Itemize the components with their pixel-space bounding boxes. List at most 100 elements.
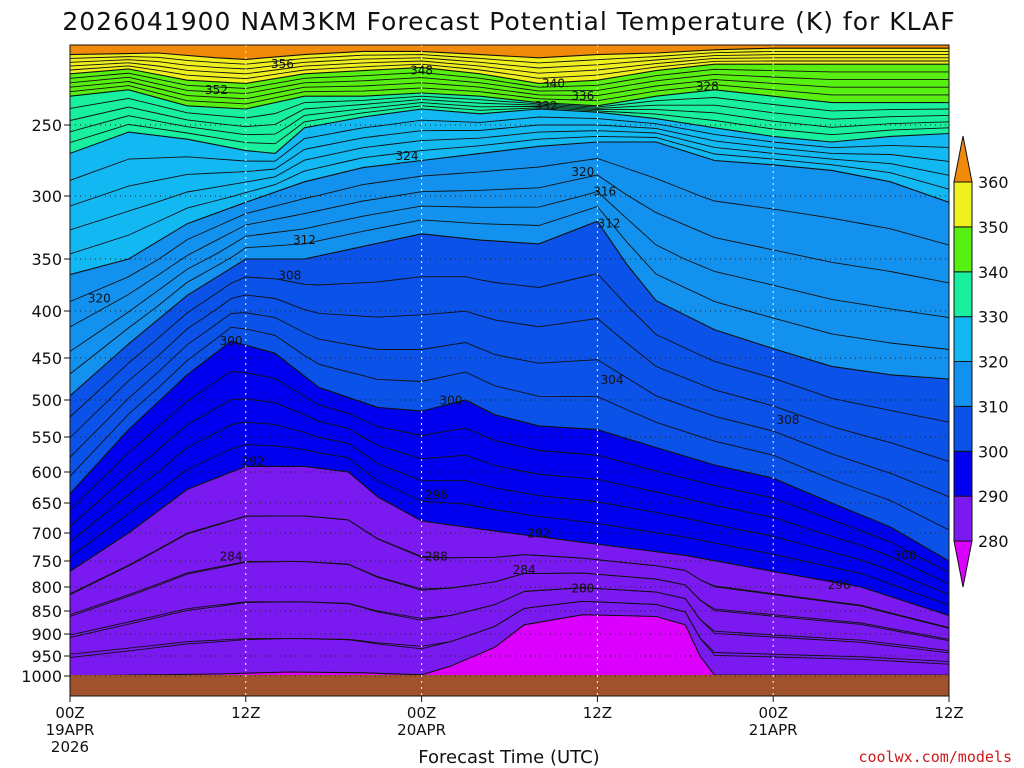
contour-280 [70, 614, 949, 677]
y-tick-label: 1000 [21, 667, 62, 686]
colorbar-segment [953, 181, 973, 228]
x-tick-label: 19APR [46, 721, 95, 739]
contour-label: 316 [593, 185, 616, 199]
contour-label: 280 [571, 581, 594, 595]
x-axis-label: Forecast Time (UTC) [418, 747, 599, 768]
colorbar-segment [953, 405, 973, 452]
y-tick-label: 850 [31, 602, 62, 621]
contour-label: 328 [696, 80, 719, 94]
contour-308 [70, 273, 949, 423]
x-tick-label: 12Z [934, 704, 963, 722]
colorbar-label: 280 [978, 532, 1009, 551]
contour-356 [70, 54, 949, 70]
contour-348 [70, 68, 949, 89]
contour-328 [70, 116, 949, 181]
contour-label: 320 [88, 292, 111, 306]
colorbar-label: 340 [978, 263, 1009, 282]
x-tick-label: 20APR [397, 721, 446, 739]
contour-label: 312 [598, 217, 621, 231]
contour-330 [70, 108, 949, 154]
contour-292 [70, 444, 949, 606]
contour-322 [70, 135, 949, 255]
contour-344 [70, 79, 949, 100]
contour-312 [70, 206, 949, 375]
contour-304 [70, 312, 949, 498]
ground-surface [70, 675, 949, 696]
x-tick-label: 12Z [583, 704, 612, 722]
contour-306 [70, 294, 949, 462]
pressure-axis: 250 300 350 400 450 500 550 600 650 700 750 800 850 9… [21, 116, 70, 686]
contour-332 [70, 105, 949, 145]
contour-300 [70, 340, 949, 562]
credit-text: coolwx.com/models [858, 748, 1012, 766]
contour-338 [70, 95, 949, 119]
x-tick-label: 00Z [55, 704, 84, 722]
contour-316 [70, 174, 949, 328]
colorbar-label: 330 [978, 308, 1009, 327]
contour-358 [70, 50, 949, 65]
contour-label: 348 [410, 64, 433, 78]
contour-label: 296 [425, 488, 448, 502]
contour-342 [70, 84, 949, 105]
colorbar-segment [953, 226, 973, 273]
y-tick-label: 750 [31, 552, 62, 571]
y-tick-label: 350 [31, 250, 62, 269]
contour-354 [70, 57, 949, 75]
contour-340 [70, 89, 949, 110]
contour-label: 300 [439, 394, 462, 408]
contour-label: 352 [205, 83, 228, 97]
colorbar-arrow-high [953, 135, 973, 183]
contour-low-1 [70, 515, 949, 629]
contour-lines [70, 47, 949, 677]
y-tick-label: 250 [31, 116, 62, 135]
contour-360 [70, 47, 949, 60]
contour-336 [70, 98, 949, 128]
contour-324 [70, 130, 949, 231]
contour-label: 336 [571, 89, 594, 103]
contour-label: 332 [535, 99, 558, 113]
colorbar-label: 310 [978, 397, 1009, 416]
contour-350 [70, 63, 949, 84]
contour-label: 324 [396, 149, 419, 163]
y-tick-label: 900 [31, 625, 62, 644]
grid-lines [70, 45, 949, 696]
y-tick-label: 650 [31, 494, 62, 513]
x-tick-label: 00Z [407, 704, 436, 722]
contour-label: 356 [271, 57, 294, 71]
contour-label: 284 [513, 563, 536, 577]
contour-label: 288 [425, 550, 448, 564]
colorbar-segment [953, 450, 973, 497]
contour-320 [70, 141, 949, 276]
contour-298 [70, 370, 949, 573]
contour-label: 300 [220, 334, 243, 348]
contour-296 [70, 398, 949, 585]
chart-title: 2026041900 NAM3KM Forecast Potential Tem… [62, 7, 955, 36]
contour-low-2 [70, 561, 949, 640]
color-bands [70, 48, 949, 696]
y-tick-label: 300 [31, 187, 62, 206]
colorbar-segment [953, 495, 973, 542]
x-tick-label: 00Z [759, 704, 788, 722]
colorbar-segment [953, 316, 973, 363]
colorbar: 280 290 300 310 320 330 340 350 360 [953, 135, 1009, 588]
contour-346 [70, 73, 949, 95]
y-tick-label: 950 [31, 647, 62, 666]
colorbar-arrow-low [953, 540, 973, 588]
contour-label: 284 [220, 550, 243, 564]
contour-334 [70, 102, 949, 136]
contour-label: 340 [542, 76, 565, 90]
colorbar-label: 320 [978, 353, 1009, 372]
y-tick-label: 400 [31, 302, 62, 321]
contour-label: 292 [242, 455, 265, 469]
colorbar-label: 300 [978, 442, 1009, 461]
y-tick-label: 700 [31, 524, 62, 543]
colorbar-segment [953, 271, 973, 318]
contour-labels: 356 352 348 340 336 332 328 324 320 316 312 312 308 3… [88, 57, 917, 595]
colorbar-label: 360 [978, 173, 1009, 192]
contour-294 [70, 421, 949, 596]
contour-310 [70, 220, 949, 397]
plot-frame [69, 44, 950, 697]
plot-area: 356 352 348 340 336 332 328 324 320 316 312 312 308 3… [70, 45, 949, 696]
